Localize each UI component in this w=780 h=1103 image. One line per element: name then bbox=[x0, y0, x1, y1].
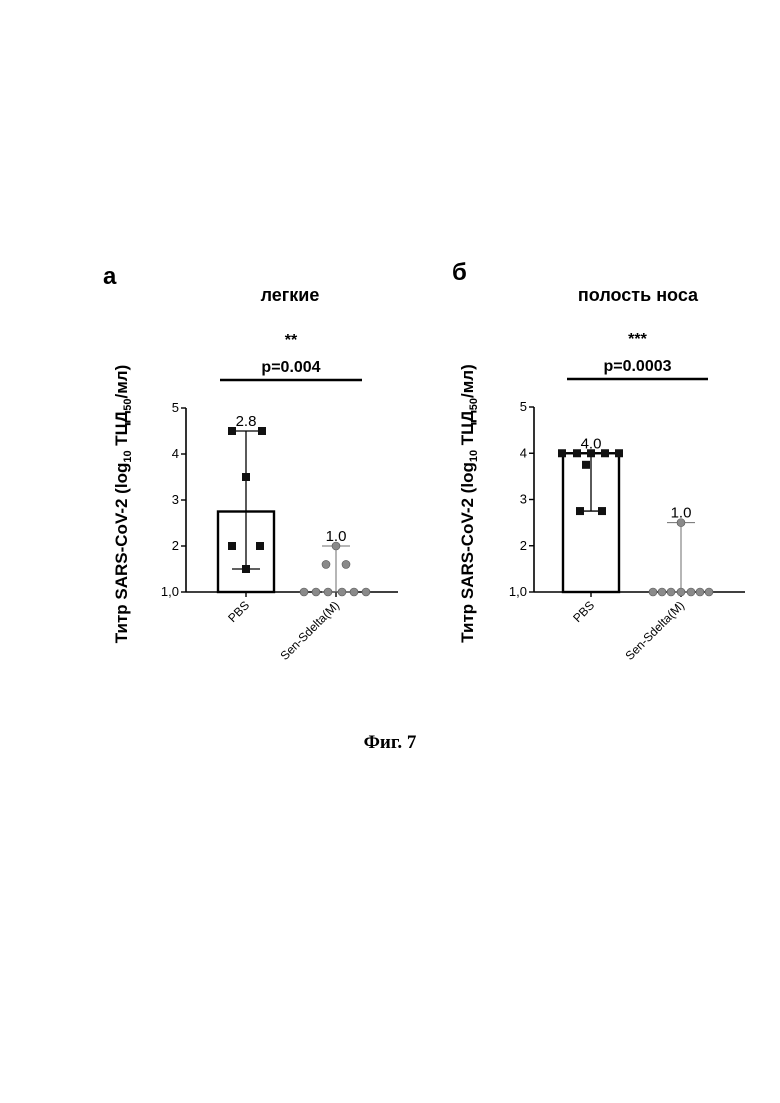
figure-caption: Фиг. 7 bbox=[0, 732, 780, 754]
data-point bbox=[615, 449, 623, 457]
data-point bbox=[228, 542, 236, 550]
y-axis-label-mid: ТЦД bbox=[112, 411, 131, 451]
data-point bbox=[705, 588, 713, 596]
significance-stars: ** bbox=[285, 332, 298, 349]
data-point bbox=[687, 588, 695, 596]
data-point bbox=[587, 449, 595, 457]
data-point bbox=[342, 560, 350, 568]
chart-panel-lungs: а легкие ** p=0.004 Титр SARS-CoV-2 (log10 Т… bbox=[103, 263, 398, 663]
data-point bbox=[576, 507, 584, 515]
data-point bbox=[582, 461, 590, 469]
data-point bbox=[601, 449, 609, 457]
y-tick-label: 1,0 bbox=[161, 584, 179, 599]
y-tick-label: 3 bbox=[172, 492, 179, 507]
data-point bbox=[362, 588, 370, 596]
y-tick-label: 2 bbox=[172, 538, 179, 553]
y-axis-label-sub2: 50 bbox=[122, 399, 134, 411]
x-tick-label: Sen-Sdelta(M) bbox=[278, 598, 343, 663]
data-point bbox=[677, 588, 685, 596]
y-axis-label-end: /мл) bbox=[458, 364, 477, 398]
data-point bbox=[350, 588, 358, 596]
y-axis-label-sub: 10 bbox=[468, 450, 480, 462]
data-point bbox=[300, 588, 308, 596]
y-axis-label: Титр SARS-CoV-2 (log10 ТЦД50/мл) bbox=[112, 365, 134, 643]
y-axis-label-mid: ТЦД bbox=[458, 410, 477, 450]
data-point bbox=[338, 588, 346, 596]
data-point bbox=[228, 427, 236, 435]
x-tick-label: PBS bbox=[225, 598, 252, 625]
y-tick-label: 4 bbox=[172, 446, 179, 461]
p-value-label: p=0.0003 bbox=[603, 358, 671, 375]
panel-letter: а bbox=[103, 263, 117, 290]
y-tick-label: 4 bbox=[520, 445, 527, 460]
y-axis-label-sub2: 50 bbox=[468, 398, 480, 410]
data-point bbox=[258, 427, 266, 435]
data-point bbox=[573, 449, 581, 457]
y-axis-label-main: Титр SARS-CoV-2 (log bbox=[458, 462, 477, 643]
x-tick-label: PBS bbox=[570, 598, 597, 625]
y-tick-label: 5 bbox=[520, 399, 527, 414]
data-point bbox=[324, 588, 332, 596]
chart-panel-nasal-cavity: б полость носа *** p=0.0003 Титр SARS-CoV-2 … bbox=[452, 259, 745, 663]
x-tick-label: Sen-Sdelta(M) bbox=[623, 598, 688, 663]
data-point bbox=[667, 588, 675, 596]
significance-stars: *** bbox=[628, 331, 647, 348]
data-point bbox=[558, 449, 566, 457]
y-axis-label-end: /мл) bbox=[112, 365, 131, 399]
data-point bbox=[256, 542, 264, 550]
data-point bbox=[332, 542, 340, 550]
data-point bbox=[312, 588, 320, 596]
data-point bbox=[598, 507, 606, 515]
y-tick-label: 5 bbox=[172, 400, 179, 415]
y-axis-label-sub: 10 bbox=[122, 450, 134, 462]
y-tick-label: 3 bbox=[520, 492, 527, 507]
p-value-label: p=0.004 bbox=[261, 359, 320, 376]
data-point bbox=[696, 588, 704, 596]
y-axis-label: Титр SARS-CoV-2 (log10 ТЦД50/мл) bbox=[458, 364, 480, 642]
y-tick-label: 2 bbox=[520, 538, 527, 553]
data-point bbox=[658, 588, 666, 596]
chart-title: полость носа bbox=[578, 285, 699, 305]
data-point bbox=[322, 560, 330, 568]
data-label: 2.8 bbox=[236, 413, 257, 430]
y-axis-label-main: Титр SARS-CoV-2 (log bbox=[112, 463, 131, 644]
data-point bbox=[677, 519, 685, 527]
y-tick-label: 1,0 bbox=[509, 584, 527, 599]
panel-letter: б bbox=[452, 259, 467, 286]
data-point bbox=[649, 588, 657, 596]
data-point bbox=[242, 565, 250, 573]
chart-title: легкие bbox=[261, 285, 320, 305]
data-point bbox=[242, 473, 250, 481]
